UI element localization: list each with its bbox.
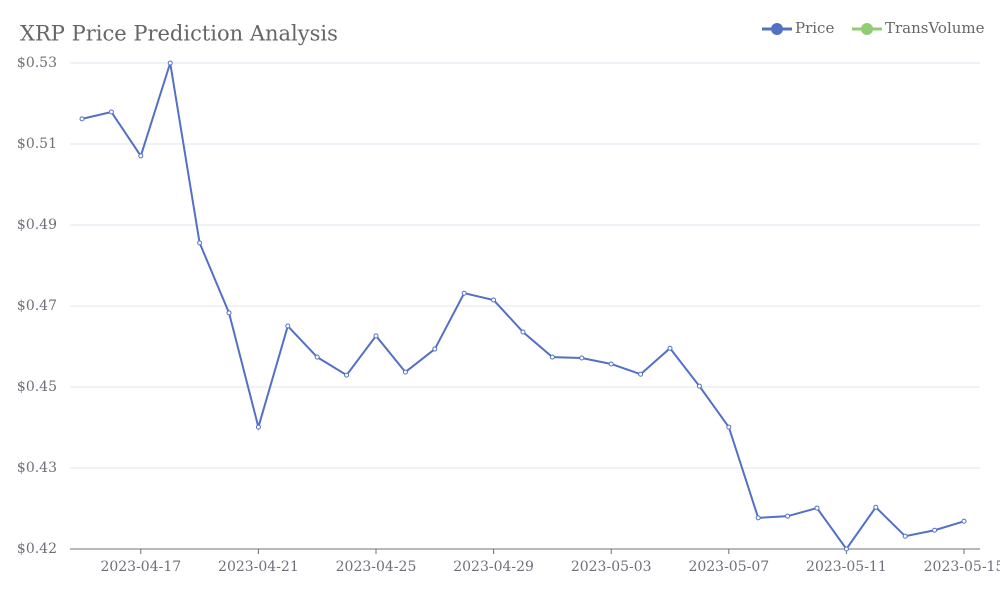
data-point: [373, 333, 379, 339]
y-tick-label: $0.45: [17, 379, 57, 395]
legend-label[interactable]: TransVolume: [885, 19, 985, 37]
legend-dot[interactable]: [861, 23, 873, 35]
data-point: [814, 505, 820, 511]
legend-label[interactable]: Price: [795, 19, 834, 37]
y-tick-label: $0.51: [17, 136, 57, 152]
data-point: [961, 518, 967, 524]
x-tick-label: 2023-04-25: [336, 559, 417, 575]
y-tick-label: $0.47: [17, 298, 57, 314]
data-point: [579, 355, 585, 361]
data-point: [108, 109, 114, 115]
data-point: [344, 372, 350, 378]
data-point: [314, 354, 320, 360]
x-tick-label: 2023-04-17: [100, 559, 181, 575]
data-point: [402, 369, 408, 375]
data-point: [491, 297, 497, 303]
chart-title: XRP Price Prediction Analysis: [20, 22, 338, 46]
data-point: [549, 354, 555, 360]
data-point: [285, 323, 291, 329]
data-point: [79, 116, 85, 122]
y-tick-label: $0.49: [17, 217, 57, 233]
x-tick-label: 2023-04-29: [453, 559, 534, 575]
data-point: [696, 383, 702, 389]
data-point: [226, 310, 232, 316]
y-tick-label: $0.53: [17, 55, 57, 71]
data-point: [167, 60, 173, 66]
data-point: [902, 533, 908, 539]
data-point: [255, 424, 261, 430]
data-point: [197, 240, 203, 246]
data-point: [785, 513, 791, 519]
data-point: [667, 345, 673, 351]
x-tick-label: 2023-05-15: [924, 559, 1000, 575]
data-point: [608, 361, 614, 367]
data-point: [432, 346, 438, 352]
data-point: [873, 504, 879, 510]
data-point: [520, 329, 526, 335]
y-tick-label: $0.43: [17, 460, 57, 476]
data-point: [932, 527, 938, 533]
data-point: [638, 371, 644, 377]
data-point: [726, 424, 732, 430]
x-tick-label: 2023-04-21: [218, 559, 299, 575]
legend-dot[interactable]: [771, 23, 783, 35]
x-tick-label: 2023-05-11: [806, 559, 887, 575]
data-point: [461, 290, 467, 296]
x-tick-label: 2023-05-07: [688, 559, 769, 575]
y-tick-label: $0.42: [17, 541, 57, 557]
x-tick-label: 2023-05-03: [571, 559, 652, 575]
data-point: [755, 515, 761, 521]
data-point: [843, 546, 849, 552]
data-point: [138, 153, 144, 159]
